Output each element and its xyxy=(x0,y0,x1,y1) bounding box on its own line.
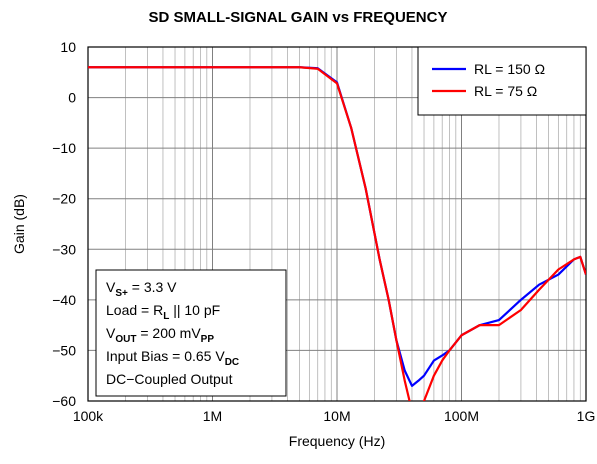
y-tick-label: −10 xyxy=(52,140,76,156)
series-line xyxy=(88,66,586,401)
x-tick-label: 100M xyxy=(444,408,479,424)
annotation-text: || 10 pF xyxy=(169,302,220,318)
annotation-line: VS+ = 3.3 V xyxy=(106,279,177,299)
legend-label: RL = 75 Ω xyxy=(474,83,537,99)
y-tick-label: 10 xyxy=(60,39,76,55)
x-tick-label: 1G xyxy=(577,408,596,424)
annotation-line: Input Bias = 0.65 VDC xyxy=(106,348,239,368)
legend-box xyxy=(417,46,587,116)
y-tick-label: −60 xyxy=(52,393,76,409)
annotation-subscript: PP xyxy=(201,334,215,345)
annotation-box xyxy=(95,269,287,397)
annotation-text: V xyxy=(106,325,116,341)
annotation-text: V xyxy=(106,279,116,295)
annotation-line: DC−Coupled Output xyxy=(106,371,233,387)
annotation-line: VOUT = 200 mVPP xyxy=(106,325,214,345)
y-tick-label: −30 xyxy=(52,241,76,257)
legend-label: RL = 150 Ω xyxy=(474,61,545,77)
chart-title: SD SMALL-SIGNAL GAIN vs FREQUENCY xyxy=(149,9,448,26)
y-axis-label: Gain (dB) xyxy=(11,194,27,254)
annotation-subscript: S+ xyxy=(115,288,128,299)
annotation-subscript: DC xyxy=(225,357,239,368)
x-axis-label: Frequency (Hz) xyxy=(289,433,385,449)
annotation-line: Load = RL || 10 pF xyxy=(106,302,220,322)
y-tick-label: −50 xyxy=(52,342,76,358)
plot-area xyxy=(88,66,586,401)
annotation-text: = 200 mV xyxy=(136,325,201,341)
annotation-subscript: OUT xyxy=(115,334,136,345)
annotation-text: Load = R xyxy=(106,302,163,318)
annotation-text: DC−Coupled Output xyxy=(106,371,233,387)
x-tick-label: 10M xyxy=(323,408,350,424)
y-tick-label: −20 xyxy=(52,191,76,207)
y-tick-label: −40 xyxy=(52,292,76,308)
plot-frame xyxy=(87,46,587,402)
annotation-subscript: L xyxy=(163,311,169,322)
annotation-text: Input Bias = 0.65 V xyxy=(106,348,225,364)
x-tick-label: 100k xyxy=(73,408,104,424)
annotation-text: = 3.3 V xyxy=(128,279,177,295)
x-tick-label: 1M xyxy=(203,408,222,424)
y-tick-label: 0 xyxy=(68,90,76,106)
